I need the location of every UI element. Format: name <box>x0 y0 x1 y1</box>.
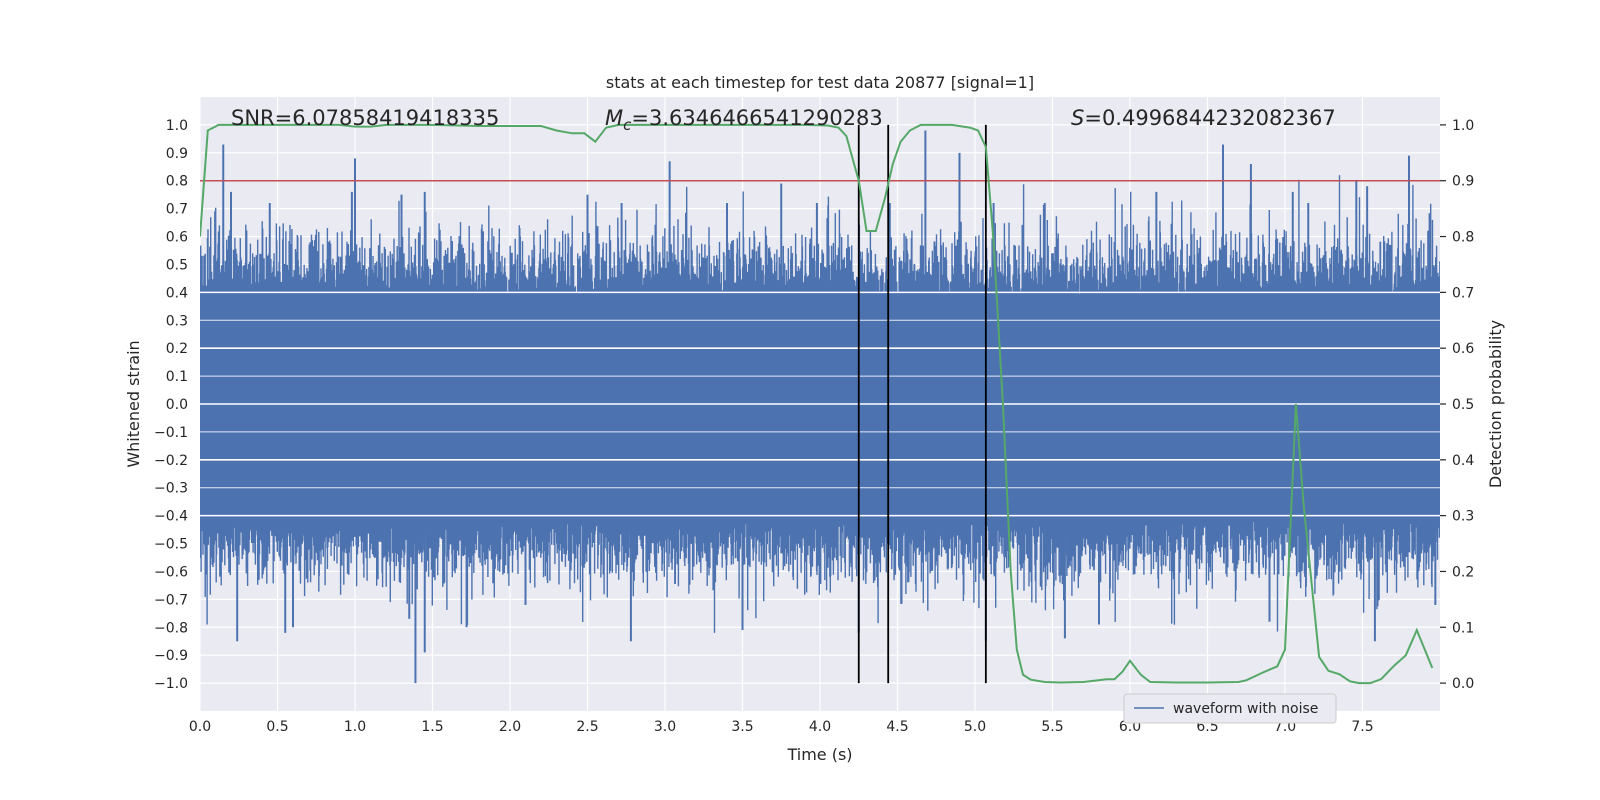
y-tick-label: −0.4 <box>154 509 188 525</box>
grid-over <box>200 291 1440 517</box>
x-tick-label: 1.0 <box>344 719 366 735</box>
legend-box <box>1123 693 1337 724</box>
y-tick-label: −0.6 <box>154 564 188 580</box>
legend-label: waveform with noise <box>1173 701 1318 717</box>
probability-series <box>200 123 1434 685</box>
s-symbol: S <box>1071 106 1084 130</box>
x-tick-label: 3.0 <box>654 719 676 735</box>
y-tick-label: 0.5 <box>166 257 188 273</box>
y-tick-label: −0.5 <box>154 537 188 553</box>
y-tick-label: 0.3 <box>166 313 188 329</box>
right-tick-label: 0.3 <box>1452 509 1474 525</box>
plot-area <box>200 123 1440 685</box>
x-tick-label: 4.5 <box>886 719 908 735</box>
x-tick-label: 2.0 <box>499 719 521 735</box>
mc-value: =3.6346466541290283 <box>631 106 882 130</box>
s-value: =0.4996844232082367 <box>1084 106 1335 130</box>
chart-title: stats at each timestep for test data 208… <box>606 73 1034 92</box>
right-tick-label: 0.1 <box>1452 620 1474 636</box>
right-tick-label: 0.2 <box>1452 564 1474 580</box>
y-tick-label: 0.6 <box>166 230 188 246</box>
right-tick-label: 0.8 <box>1452 230 1474 246</box>
right-tick-label: 0.5 <box>1452 397 1474 413</box>
y-tick-label: −0.7 <box>154 592 188 608</box>
x-tick-label: 0.0 <box>189 719 211 735</box>
mc-subscript: c <box>623 116 632 134</box>
y-tick-label: 0.0 <box>166 397 188 413</box>
y-tick-label: −0.2 <box>154 453 188 469</box>
y-tick-label: −1.0 <box>154 676 188 692</box>
right-axis-ticks: 1.0 0.9 0.8 0.7 0.6 0.5 0.4 0.3 0.2 0.1 0.0 <box>1440 118 1474 692</box>
x-tick-label: 4.0 <box>809 719 831 735</box>
y-tick-label: 0.7 <box>166 202 188 218</box>
x-tick-label: 0.5 <box>266 719 288 735</box>
right-tick-label: 0.4 <box>1452 453 1474 469</box>
x-tick-label: 5.0 <box>964 719 986 735</box>
y-axis-ticks: 1.0 0.9 0.8 0.7 0.6 0.5 0.4 0.3 0.2 0.1 0.0 −0.1 −0.… <box>154 118 188 692</box>
waveform-core <box>200 297 1440 519</box>
y-tick-label: 0.8 <box>166 174 188 190</box>
y-tick-label: 1.0 <box>166 118 188 134</box>
x-axis-label: Time (s) <box>786 745 852 764</box>
mc-symbol: M <box>605 106 623 130</box>
x-tick-label: 1.5 <box>421 719 443 735</box>
right-tick-label: 0.0 <box>1452 676 1474 692</box>
x-tick-label: 3.5 <box>731 719 753 735</box>
right-tick-label: 0.9 <box>1452 174 1474 190</box>
mc-annotation: Mc=3.6346466541290283 <box>605 106 883 134</box>
y-tick-label: 0.2 <box>166 341 188 357</box>
y-tick-label: −0.1 <box>154 425 188 441</box>
legend: waveform with noise <box>1123 693 1337 724</box>
s-annotation: S=0.4996844232082367 <box>1071 106 1336 130</box>
x-tick-label: 2.5 <box>576 719 598 735</box>
x-tick-label: 7.5 <box>1351 719 1373 735</box>
y-axis-label: Whitened strain <box>124 340 143 467</box>
x-tick-label: 5.5 <box>1041 719 1063 735</box>
vertical-lines <box>857 124 987 684</box>
snr-annotation: SNR=6.07858419418335 <box>231 106 499 130</box>
y-tick-label: 0.9 <box>166 146 188 162</box>
right-tick-label: 0.7 <box>1452 285 1474 301</box>
right-axis-label: Detection probability <box>1486 320 1505 488</box>
y-tick-label: 0.4 <box>166 285 188 301</box>
right-tick-label: 1.0 <box>1452 118 1474 134</box>
y-tick-label: −0.3 <box>154 481 188 497</box>
y-tick-label: −0.9 <box>154 648 188 664</box>
y-tick-label: 0.1 <box>166 369 188 385</box>
right-tick-label: 0.6 <box>1452 341 1474 357</box>
y-tick-label: −0.8 <box>154 620 188 636</box>
